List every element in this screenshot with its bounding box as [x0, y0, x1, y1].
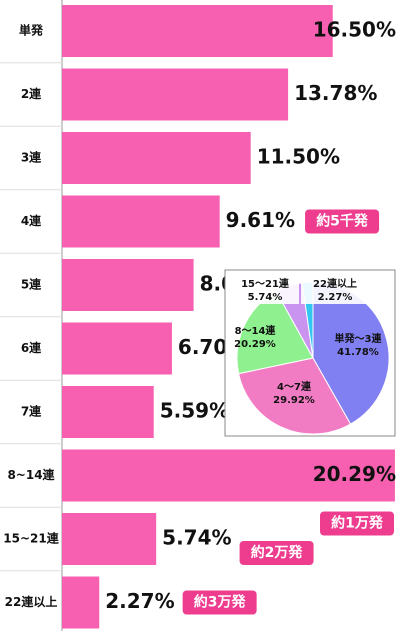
annotation-badge [320, 511, 394, 536]
value-label: 20.29% [313, 462, 396, 486]
annotation: 約5千発 [316, 213, 369, 230]
bar [62, 259, 194, 311]
y-tick-label: 単発 [19, 23, 44, 38]
bar [62, 68, 289, 121]
bar [62, 513, 157, 565]
bar [62, 449, 395, 502]
y-tick-label: 7連 [21, 404, 42, 419]
value-label: 9.61% [226, 208, 295, 232]
pie-category-label: 単発～3連 [335, 332, 383, 345]
y-tick-label: 2連 [21, 86, 42, 101]
bar [62, 132, 251, 184]
value-label: 13.78% [294, 81, 377, 105]
y-tick-label: 5連 [21, 277, 42, 292]
annotation: 約1万発 [331, 515, 384, 532]
value-label: 5.74% [162, 526, 231, 550]
annotation-badge [239, 541, 314, 565]
pie-category-label: 22連以上 [313, 277, 357, 290]
value-label: 2.27% [105, 589, 174, 613]
pie-category-label: 15～21連 [241, 277, 290, 290]
pie-category-label: 4～7連 [277, 380, 312, 393]
pie-slice [238, 357, 352, 435]
annotation: 約2万発 [251, 544, 304, 561]
bar [62, 195, 220, 248]
annotation-badge [182, 590, 257, 615]
pie-label-bg [301, 276, 369, 304]
value-label: 11.50% [257, 145, 340, 169]
bar [62, 576, 100, 629]
annotation: 約3万発 [194, 594, 247, 611]
y-tick-label: 15~21連 [3, 531, 59, 546]
y-tick-label: 4連 [21, 213, 42, 228]
bar [62, 322, 172, 375]
pie-value-label: 2.27% [318, 292, 353, 303]
pie-value-label: 5.74% [248, 292, 283, 303]
y-tick-label: 6連 [21, 340, 42, 355]
annotation-badge [305, 209, 380, 234]
bar [62, 386, 154, 438]
bar [62, 5, 333, 57]
pie-value-label: 41.78% [337, 347, 379, 358]
value-label: 16.50% [313, 18, 396, 42]
pie-value-label: 29.92% [273, 395, 315, 406]
pie-label-bg [231, 276, 299, 304]
y-tick-label: 22連以上 [5, 594, 58, 609]
y-tick-label: 3連 [21, 150, 42, 165]
y-tick-label: 8~14連 [7, 467, 55, 482]
pie-category-label: 8～14連 [235, 324, 277, 337]
pie-value-label: 20.29% [234, 339, 276, 350]
value-label: 5.59% [160, 399, 229, 423]
